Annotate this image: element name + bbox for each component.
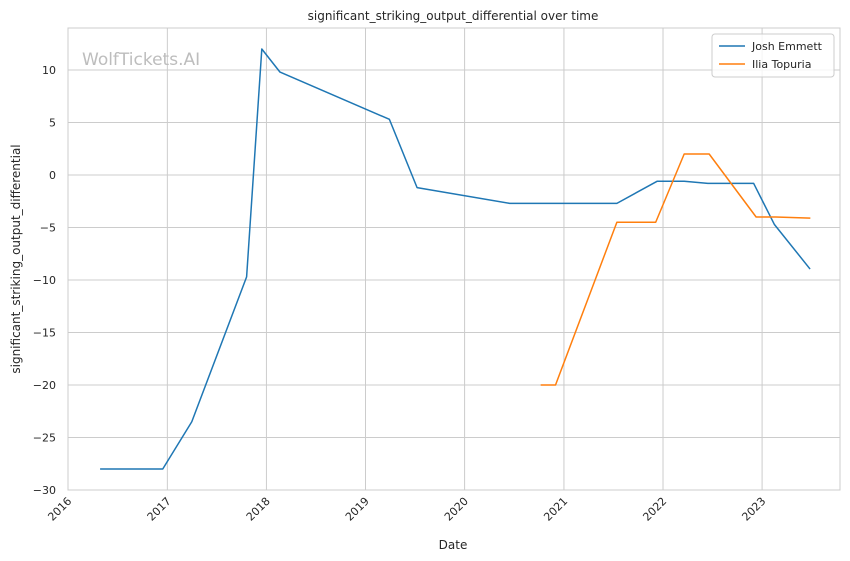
legend-label: Ilia Topuria [752,58,811,71]
x-axis-title: Date [439,538,468,552]
series-line-ilia-topuria [540,153,811,386]
legend: Josh Emmett Ilia Topuria [711,33,835,78]
legend-label: Josh Emmett [751,40,823,53]
watermark: WolfTickets.AI [82,50,200,70]
plot-frame [67,27,841,491]
series-lines [100,48,811,470]
y-tick-label: 10 [42,64,56,77]
y-tick-label: −30 [33,484,56,497]
legend-box [711,33,835,78]
grid-lines [67,28,840,491]
chart-title: significant_striking_output_differential… [308,9,599,23]
y-axis-title: significant_striking_output_differential [9,144,23,373]
y-tick-label: −15 [33,327,56,340]
y-tick-label: −10 [33,274,56,287]
y-tick-label: 0 [49,169,56,182]
y-tick-label: −25 [33,432,56,445]
y-tick-label: 5 [49,117,56,130]
y-tick-label: −20 [33,379,56,392]
y-tick-labels: 10 5 0 −5 −10 −15 −20 −25 −30 [33,64,56,497]
y-tick-label: −5 [40,222,56,235]
